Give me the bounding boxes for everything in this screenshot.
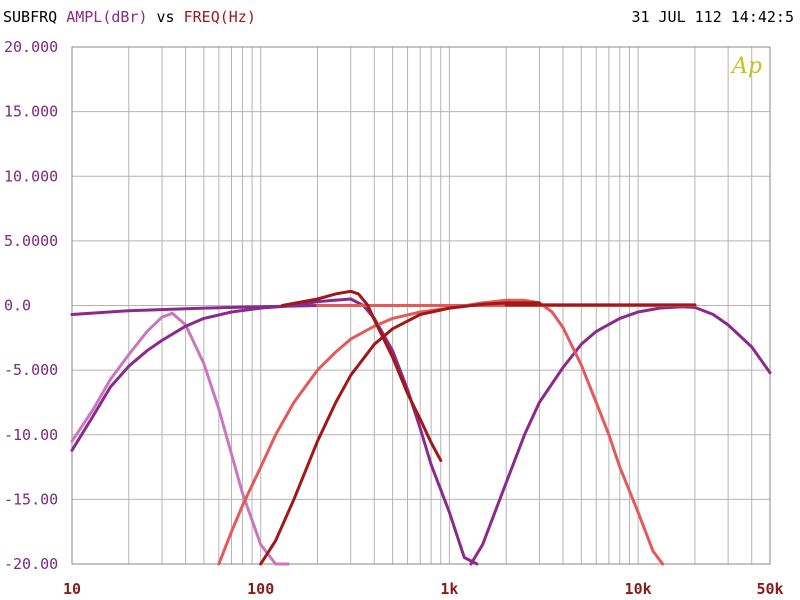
chart-header-left: SUBFRQ AMPL(dBr) vs FREQ(Hz) — [3, 8, 256, 26]
y-tick-label: 10.000 — [4, 167, 58, 185]
x-tick-label: 1k — [440, 580, 458, 598]
x-tick-label: 10 — [63, 580, 81, 598]
header-ylabel: AMPL(dBr) — [66, 8, 148, 26]
header-vs: vs — [156, 8, 175, 26]
header-timestamp: 31 JUL 112 14:42:5 — [631, 8, 794, 26]
header-prefix: SUBFRQ — [3, 8, 58, 26]
chart-frame — [71, 46, 771, 565]
series-line-1 — [70, 311, 290, 566]
x-tick-label: 50k — [756, 580, 783, 598]
series-line-2 — [70, 297, 479, 566]
y-tick-label: -5.000 — [4, 361, 58, 379]
plot-frame — [71, 46, 771, 565]
ap-logo: Ap — [730, 54, 762, 79]
x-tick-labels: 10 100 1k 10k 50k — [63, 580, 784, 598]
x-tick-label: 10k — [625, 580, 652, 598]
y-tick-label: -15.00 — [4, 490, 58, 508]
y-tick-label: -10.00 — [4, 426, 58, 444]
series-line-8 — [280, 289, 443, 463]
y-tick-label: 20.000 — [4, 38, 58, 56]
y-tick-label: 0.0 — [4, 297, 31, 315]
y-tick-label: -20.00 — [4, 555, 58, 573]
series-line-7 — [259, 301, 541, 566]
series-line-4 — [469, 305, 772, 566]
y-tick-labels: 20.000 15.000 10.000 5.0000 0.0 -5.000 -10.00 -… — [4, 38, 58, 573]
series-layer — [70, 289, 772, 566]
header-xlabel: FREQ(Hz) — [183, 8, 256, 26]
y-tick-label: 5.0000 — [4, 232, 58, 250]
x-tick-label: 100 — [247, 580, 274, 598]
y-tick-label: 15.000 — [4, 103, 58, 121]
